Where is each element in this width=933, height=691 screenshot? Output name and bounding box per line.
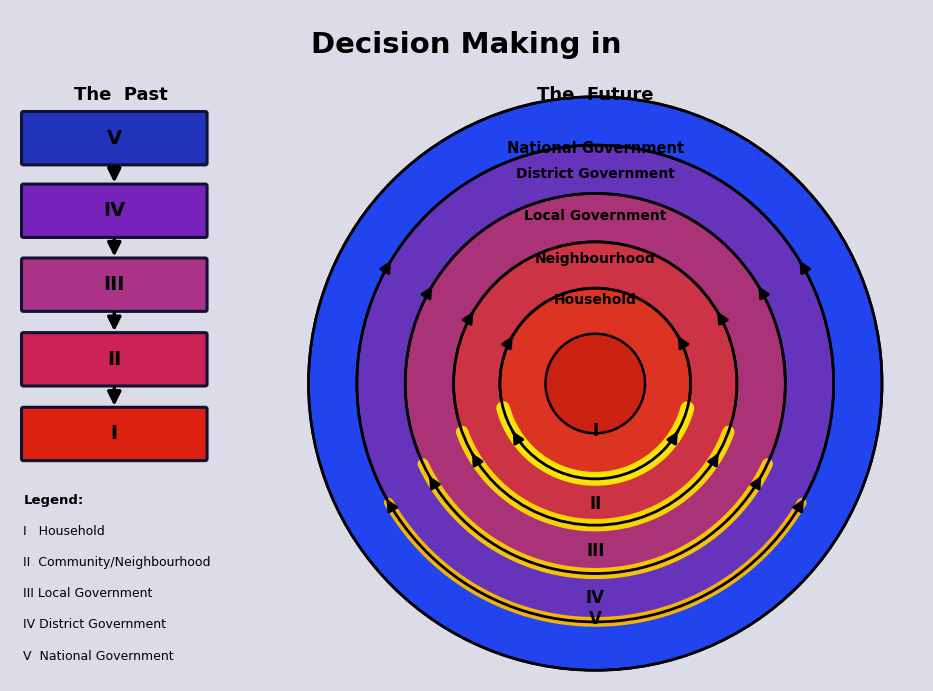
Text: IV: IV [104, 201, 125, 220]
Circle shape [500, 288, 690, 479]
Text: I: I [111, 424, 118, 444]
Text: II: II [107, 350, 121, 369]
Circle shape [546, 334, 645, 433]
Text: III Local Government: III Local Government [23, 587, 153, 600]
Text: National Government: National Government [507, 141, 684, 156]
FancyBboxPatch shape [21, 111, 207, 165]
Text: The  Future: The Future [537, 86, 653, 104]
Text: The  Past: The Past [75, 86, 168, 104]
Text: IV: IV [586, 589, 605, 607]
Text: Decision Making in: Decision Making in [312, 31, 621, 59]
Text: Legend:: Legend: [23, 494, 84, 507]
Text: Local Government: Local Government [524, 209, 666, 223]
Text: District Government: District Government [516, 167, 675, 181]
Text: IV District Government: IV District Government [23, 618, 166, 632]
FancyBboxPatch shape [21, 332, 207, 386]
Text: II  Community/Neighbourhood: II Community/Neighbourhood [23, 556, 211, 569]
Text: III: III [586, 542, 605, 560]
Text: Household: Household [554, 292, 636, 307]
Text: III: III [104, 275, 125, 294]
Text: V  National Government: V National Government [23, 650, 174, 663]
FancyBboxPatch shape [21, 407, 207, 461]
Text: V: V [589, 609, 602, 627]
Text: I: I [592, 422, 598, 440]
Circle shape [405, 193, 786, 574]
Circle shape [356, 145, 834, 622]
FancyBboxPatch shape [21, 258, 207, 312]
Text: V: V [106, 129, 122, 148]
Text: Neighbourhood: Neighbourhood [535, 252, 656, 266]
FancyBboxPatch shape [21, 184, 207, 238]
Circle shape [309, 97, 882, 670]
Text: II: II [589, 495, 602, 513]
Text: I   Household: I Household [23, 525, 105, 538]
Circle shape [453, 242, 737, 525]
